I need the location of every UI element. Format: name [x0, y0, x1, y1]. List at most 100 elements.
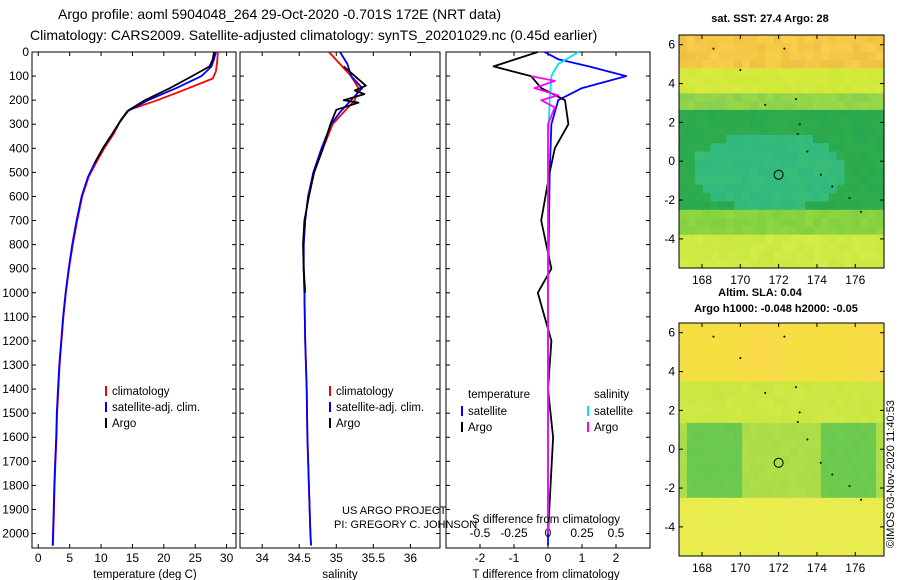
g-map1-field-cell — [860, 126, 869, 136]
g-map1-field-cell — [694, 118, 704, 128]
g-map1-field-cell — [805, 35, 814, 44]
g-map2-y-tick-label: -4 — [664, 520, 675, 534]
g-map1-field-cell — [742, 109, 751, 119]
g-map1-field-cell — [679, 159, 688, 169]
g-map1-field-cell — [679, 151, 688, 161]
g-map2-field-cell — [828, 422, 838, 432]
g-map1-field-cell — [694, 43, 704, 53]
g-map1-field-cell — [820, 243, 830, 252]
g-map2-field-cell — [718, 323, 727, 332]
g-map2-field-cell — [789, 447, 798, 457]
g-map1-field-cell — [773, 159, 783, 169]
g-map2-x-tick-label: 168 — [692, 561, 712, 575]
g-map1-field-cell — [757, 193, 767, 202]
g-map1-field-cell — [686, 143, 696, 153]
g-map1-field-cell — [702, 226, 712, 236]
g-map2-field-cell — [694, 489, 704, 499]
g-map1-field-cell — [828, 151, 838, 161]
g-map1-field-cell — [828, 76, 838, 86]
g-map2-field-cell — [679, 431, 688, 441]
g-map1-field-cell — [710, 126, 719, 136]
g-map2-field-cell — [757, 539, 767, 549]
g-map2-field-cell — [876, 447, 885, 457]
g-map2-field-cell — [686, 439, 696, 449]
g-map2-field-cell — [686, 514, 696, 524]
depth-tick-label: 1300 — [2, 358, 29, 372]
g-map1-field-cell — [734, 68, 743, 78]
g-map2-field-cell — [860, 547, 869, 557]
g-map1-field-cell — [797, 259, 806, 269]
g-map1-field-cell — [750, 218, 759, 227]
g-map2-field-cell — [734, 506, 743, 515]
g-map2-field-cell — [702, 456, 712, 465]
g-map1-field-cell — [805, 60, 814, 69]
header-line-2: Climatology: CARS2009. Satellite-adjuste… — [30, 27, 598, 43]
difference-x-tick-label: 1 — [579, 551, 586, 565]
g-map2-field-cell — [868, 522, 877, 532]
g-map2-field-cell — [765, 331, 775, 341]
g-map1-field-cell — [860, 201, 869, 211]
g-map2-field-cell — [852, 406, 861, 416]
g-map1-field-cell — [836, 218, 846, 227]
g-map2-field-cell — [836, 539, 846, 549]
g-map1-field-cell — [726, 35, 735, 44]
g-map1-field-cell — [702, 134, 712, 144]
g-map2-field-cell — [773, 489, 783, 499]
g-map2-field-cell — [742, 447, 751, 457]
g-map2-field-cell — [773, 547, 783, 557]
g-map2-field-cell — [702, 406, 712, 416]
g-map2-field-cell — [828, 356, 838, 366]
g-map1-field-cell — [702, 109, 712, 119]
g-map2-field-cell — [734, 539, 743, 549]
g-map1-field-cell — [844, 84, 854, 94]
g-map2-field-cell — [679, 339, 688, 349]
g-map1-field-cell — [718, 184, 727, 194]
g-map2-field-cell — [805, 372, 814, 382]
g-map2-field-cell — [686, 414, 696, 424]
g-map1-field-cell — [789, 159, 798, 169]
g-map2-field-cell — [836, 464, 846, 474]
difference-xlabel-salinity: S difference from climatology — [472, 514, 620, 526]
g-map1-field-cell — [836, 209, 846, 219]
g-map2-field-cell — [813, 372, 822, 382]
g-map2-field-cell — [765, 506, 775, 515]
g-map1-field-cell — [686, 201, 696, 211]
g-map2-field-cell — [781, 472, 790, 482]
g-map1-field-cell — [734, 168, 743, 177]
g-map1-field-cell — [773, 184, 783, 194]
g-map1-field-cell — [702, 51, 712, 61]
g-map1-field-cell — [679, 60, 688, 69]
g-map2-field-cell — [734, 397, 743, 407]
g-map1-field-cell — [797, 84, 806, 94]
g-map1-field-cell — [781, 151, 790, 161]
g-map1-field-cell — [781, 159, 790, 169]
g-map2-field-cell — [860, 414, 869, 424]
g-map1-field-cell — [860, 193, 869, 202]
g-map1-field-cell — [726, 251, 735, 261]
g-map1-field-cell — [702, 101, 712, 111]
g-map1-field-cell — [679, 143, 688, 153]
g-map2-field-cell — [679, 472, 688, 482]
g-map2-field-cell — [710, 372, 719, 382]
g-map2-field-cell — [844, 389, 854, 399]
g-map1-field-cell — [789, 126, 798, 136]
g-map2-field-cell — [679, 531, 688, 540]
g-map1-field-cell — [789, 259, 798, 269]
g-map1-field-cell — [702, 159, 712, 169]
g-map1-field-cell — [765, 76, 775, 86]
g-map2-field-cell — [828, 481, 838, 490]
g-map2-field-cell — [805, 364, 814, 374]
g-map2-field-cell — [805, 389, 814, 399]
g-map2-field-cell — [781, 339, 790, 349]
g-map1-field-cell — [805, 151, 814, 161]
depth-tick-label: 800 — [9, 238, 29, 252]
difference-x-tick-label: 2 — [613, 551, 620, 565]
g-map1-field-cell — [797, 184, 806, 194]
g-map2-field-cell — [742, 323, 751, 332]
temperature-x-tick-label: 30 — [220, 551, 234, 565]
g-map1-field-cell — [742, 243, 751, 252]
g-map1-field-cell — [765, 51, 775, 61]
g-map2-field-cell — [797, 539, 806, 549]
g-map1-field-cell — [876, 93, 885, 103]
g-map2-field-cell — [797, 506, 806, 515]
